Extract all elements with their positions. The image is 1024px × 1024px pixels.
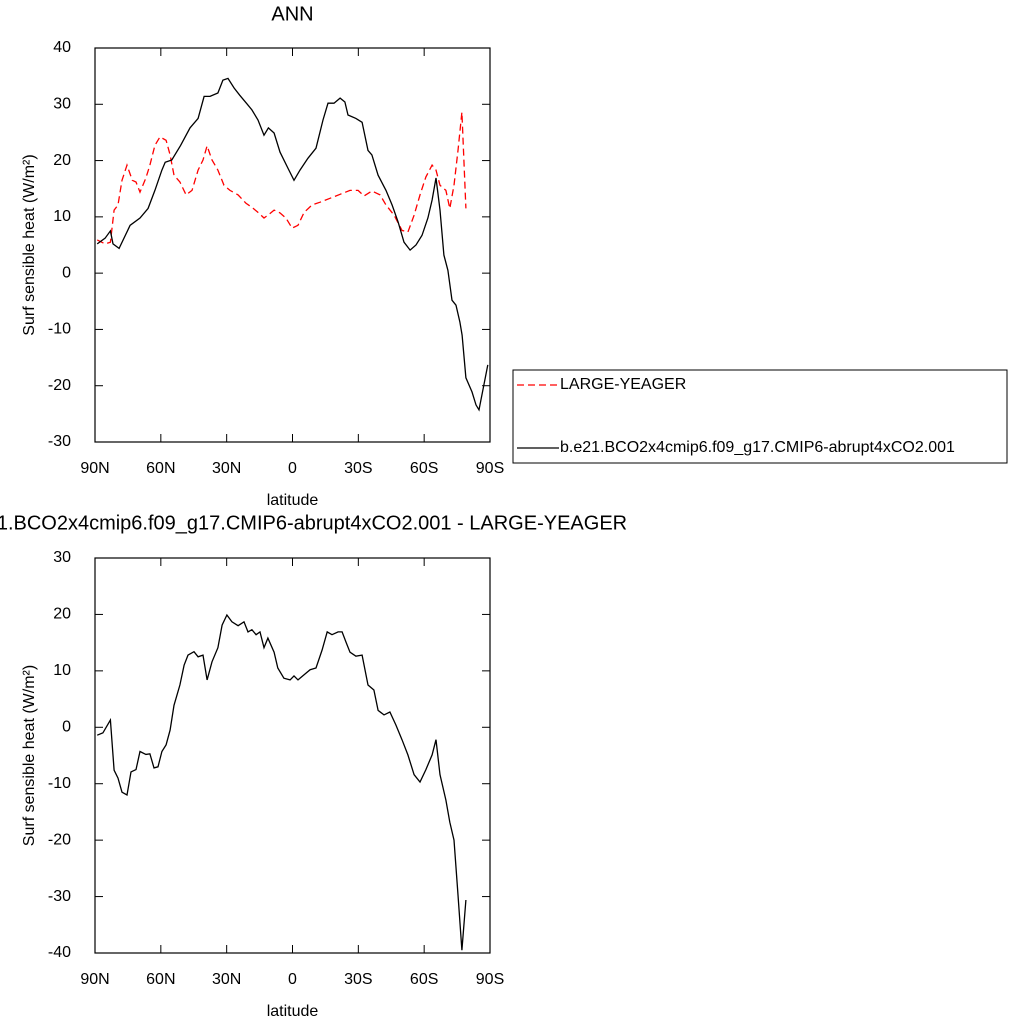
plot-frame — [94, 557, 491, 954]
legend-label: b.e21.BCO2x4cmip6.f09_g17.CMIP6-abrupt4x… — [560, 439, 955, 456]
x-tick-label: 60S — [410, 971, 438, 988]
y-tick-label: -20 — [48, 377, 71, 394]
plot-frame — [94, 47, 491, 443]
y-tick-label: 10 — [53, 662, 71, 679]
y-tick-label: 10 — [53, 208, 71, 225]
y-tick-label: 20 — [53, 606, 71, 623]
x-tick-label: 60S — [410, 460, 438, 477]
y-tick-label: -20 — [48, 831, 71, 848]
y-tick-label: -30 — [48, 433, 71, 450]
x-tick-label: 30S — [344, 971, 372, 988]
data-line — [96, 77, 489, 412]
x-tick-label: 60N — [146, 460, 175, 477]
y-axis-label: Surf sensible heat (W/m²) — [21, 665, 38, 846]
y-tick-label: -10 — [48, 775, 71, 792]
data-line — [96, 112, 467, 245]
data-line — [96, 613, 467, 951]
x-tick-label: 30N — [212, 971, 241, 988]
chart-title: b.e21.BCO2x4cmip6.f09_g17.CMIP6-abrupt4x… — [0, 512, 627, 534]
x-tick-label: 60N — [146, 971, 175, 988]
x-tick-label: 90N — [80, 971, 109, 988]
chart-title: ANN — [271, 3, 313, 25]
y-tick-label: 0 — [62, 264, 71, 281]
x-tick-label: 30N — [212, 460, 241, 477]
y-tick-label: -40 — [48, 944, 71, 961]
y-tick-label: 30 — [53, 96, 71, 113]
x-tick-label: 90S — [476, 971, 504, 988]
x-tick-label: 0 — [288, 460, 297, 477]
y-tick-label: 20 — [53, 152, 71, 169]
x-axis-label: latitude — [267, 1003, 319, 1020]
legend-label: LARGE-YEAGER — [560, 376, 686, 393]
y-tick-label: 30 — [53, 549, 71, 566]
x-tick-label: 30S — [344, 460, 372, 477]
plot: b.e21.BCO2x4cmip6.f09_g17.CMIP6-abrupt4x… — [0, 512, 627, 1020]
legend-box — [512, 369, 1008, 464]
x-tick-label: 90N — [80, 460, 109, 477]
plot: ANN -30 -20 -10 0 10 20 30 40 90N 60N 30N 0 30S 60S 90S… — [21, 3, 1008, 509]
y-tick-label: -10 — [48, 321, 71, 338]
y-tick-label: 0 — [62, 719, 71, 736]
x-tick-label: 0 — [288, 971, 297, 988]
x-axis-label: latitude — [267, 492, 319, 509]
y-tick-label: 40 — [53, 39, 71, 56]
x-tick-label: 90S — [476, 460, 504, 477]
y-axis-label: Surf sensible heat (W/m²) — [21, 154, 38, 335]
y-tick-label: -30 — [48, 888, 71, 905]
